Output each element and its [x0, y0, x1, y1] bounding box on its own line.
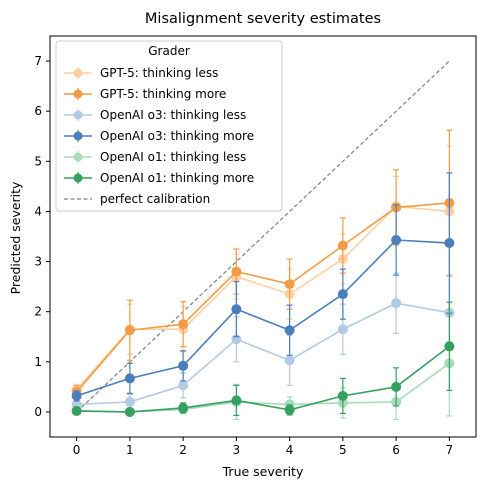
- series-line: [76, 202, 450, 393]
- data-point: [284, 355, 295, 366]
- data-point: [124, 373, 135, 384]
- legend-label: GPT-5: thinking more: [100, 87, 226, 101]
- x-tick-label: 2: [179, 443, 187, 457]
- legend-item: OpenAI o1: thinking more: [64, 171, 254, 185]
- data-point: [444, 238, 455, 249]
- x-tick-label: 0: [73, 443, 81, 457]
- legend-item: GPT-5: thinking less: [64, 66, 218, 80]
- series-4: [71, 172, 455, 402]
- series-line: [76, 302, 450, 406]
- data-point: [124, 396, 135, 407]
- series-line: [76, 239, 450, 397]
- legend-swatch-marker: [73, 173, 83, 183]
- data-point: [124, 406, 135, 417]
- chart-title: Misalignment severity estimates: [145, 11, 381, 27]
- x-tick-label: 4: [286, 443, 294, 457]
- y-tick-label: 0: [34, 405, 42, 419]
- y-tick-label: 7: [34, 54, 42, 68]
- legend-swatch-marker: [73, 110, 83, 120]
- y-tick-label: 1: [34, 355, 42, 369]
- data-point: [231, 266, 242, 277]
- x-tick-label: 7: [446, 443, 454, 457]
- series-line: [76, 345, 450, 413]
- plot-area: [71, 60, 455, 421]
- y-tick-label: 4: [34, 204, 42, 218]
- x-tick-label: 5: [339, 443, 347, 457]
- legend-swatch-marker: [73, 68, 83, 78]
- data-point: [178, 380, 189, 391]
- legend-label: OpenAI o3: thinking more: [100, 129, 254, 143]
- data-point: [124, 325, 135, 336]
- reference-line: [76, 60, 450, 413]
- legend: Grader GPT-5: thinking less GPT-5: thinkin…: [55, 40, 283, 212]
- x-tick-label: 1: [126, 443, 134, 457]
- data-point: [391, 235, 402, 246]
- data-point: [71, 390, 82, 401]
- legend-item: OpenAI o3: thinking more: [64, 129, 254, 143]
- data-point: [391, 381, 402, 392]
- y-axis-label: Predicted severity: [8, 181, 23, 294]
- legend-box: [55, 40, 283, 212]
- legend-item: OpenAI o1: thinking less: [64, 150, 246, 164]
- y-tick-label: 2: [34, 305, 42, 319]
- x-tick-label: 6: [392, 443, 400, 457]
- data-point: [231, 395, 242, 406]
- legend-label: OpenAI o1: thinking less: [100, 150, 246, 164]
- legend-swatch-marker: [73, 89, 83, 99]
- legend-item: GPT-5: thinking more: [64, 87, 226, 101]
- y-tick-label: 3: [34, 255, 42, 269]
- y-tick-label: 6: [34, 104, 42, 118]
- data-point: [231, 304, 242, 315]
- data-point: [391, 298, 402, 309]
- legend-label: perfect calibration: [100, 192, 210, 206]
- legend-title: Grader: [148, 44, 190, 58]
- data-point: [284, 404, 295, 415]
- data-point: [178, 319, 189, 330]
- data-point: [337, 240, 348, 251]
- data-point: [444, 341, 455, 352]
- legend-item: OpenAI o3: thinking less: [64, 108, 246, 122]
- legend-label: GPT-5: thinking less: [100, 66, 218, 80]
- y-tick-label: 5: [34, 154, 42, 168]
- axes: 0 1 2 3 4 5 6 7 0 1 2 3 4 5 6 7: [34, 35, 477, 457]
- legend-swatch-marker: [73, 131, 83, 141]
- data-point: [337, 324, 348, 335]
- legend-swatch-marker: [73, 152, 83, 162]
- data-point: [178, 402, 189, 413]
- x-tick-label: 3: [233, 443, 241, 457]
- data-point: [284, 325, 295, 336]
- data-point: [284, 279, 295, 290]
- data-point: [178, 360, 189, 371]
- legend-label: OpenAI o1: thinking more: [100, 171, 254, 185]
- axes-frame: [49, 35, 477, 438]
- legend-label: OpenAI o3: thinking less: [100, 108, 246, 122]
- data-point: [337, 390, 348, 401]
- x-axis-label: True severity: [222, 464, 304, 479]
- legend-item: perfect calibration: [64, 192, 210, 206]
- series-6: [71, 301, 455, 417]
- data-point: [337, 289, 348, 300]
- data-point: [71, 405, 82, 416]
